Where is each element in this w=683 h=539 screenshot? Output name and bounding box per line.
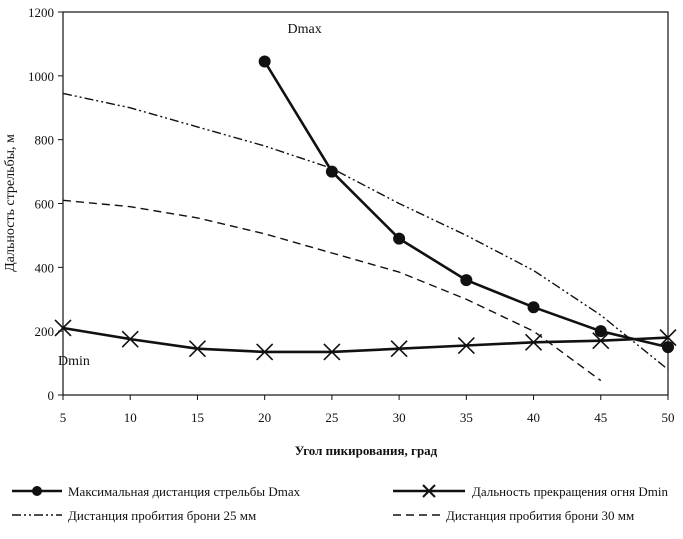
legend-label-armor25: Дистанция пробития брони 25 мм: [68, 508, 256, 523]
annotation-dmax: Dmax: [288, 22, 322, 37]
x-tick-label: 50: [662, 410, 675, 425]
series-line-1: [62, 326, 669, 354]
y-tick-label: 800: [35, 133, 55, 148]
annotation-dmin: Dmin: [58, 354, 90, 369]
legend-label-dmin: Дальность прекращения огня Dmin: [472, 484, 668, 499]
data-point-dmax: [594, 325, 607, 338]
x-tick-label: 35: [460, 410, 473, 425]
data-point-dmax: [393, 232, 406, 245]
legend-marker-dmax: [32, 486, 42, 496]
y-axis-label: Дальность стрельбы, м: [3, 134, 18, 272]
legend-marker-dmin: [422, 484, 436, 498]
legend-item-dmin: Дальность прекращения огня Dmin: [393, 484, 668, 499]
legend-label-dmax: Максимальная дистанция стрельбы Dmax: [68, 484, 301, 499]
y-tick-label: 1200: [28, 5, 54, 20]
x-axis-label: Угол пикирования, град: [295, 443, 438, 458]
data-point-dmin: [592, 332, 610, 350]
legend-label-armor30: Дистанция пробития брони 30 мм: [446, 508, 634, 523]
y-tick-label: 400: [35, 260, 55, 275]
data-point-dmax: [662, 341, 674, 354]
series-line-2: [62, 92, 669, 371]
series-marks: [54, 55, 677, 382]
data-point-dmin: [524, 333, 543, 351]
data-point-dmin: [188, 340, 207, 358]
legend: Максимальная дистанция стрельбы Dmax Дал…: [12, 484, 668, 523]
data-point-dmax: [325, 165, 338, 178]
x-tick-label: 5: [60, 410, 67, 425]
series-line-0: [263, 60, 669, 349]
data-point-dmin: [457, 336, 475, 355]
series-line-3: [62, 199, 602, 382]
x-tick-label: 10: [124, 410, 137, 425]
tick-labels: 5 10 15 20 25 30 35 40 45 50 0 200 400 600 800 1000 1200: [28, 5, 675, 425]
data-point-dmax: [527, 301, 540, 314]
data-point-dmax: [460, 274, 473, 287]
y-tick-label: 1000: [28, 69, 54, 84]
x-tick-label: 40: [527, 410, 540, 425]
y-tick-label: 200: [35, 324, 55, 339]
x-tick-label: 30: [393, 410, 406, 425]
data-point-dmin: [121, 330, 139, 348]
x-tick-label: 15: [191, 410, 204, 425]
data-point-dmin: [659, 328, 677, 347]
data-point-dmax: [258, 55, 271, 68]
data-point-dmin: [390, 340, 408, 358]
x-tick-label: 20: [258, 410, 271, 425]
legend-item-armor25: Дистанция пробития брони 25 мм: [12, 508, 256, 523]
legend-item-dmax: Максимальная дистанция стрельбы Dmax: [12, 484, 301, 499]
data-point-dmin: [54, 319, 72, 337]
data-point-dmin: [323, 343, 341, 361]
y-tick-label: 600: [35, 197, 55, 212]
x-tick-label: 25: [325, 410, 338, 425]
x-tick-label: 45: [594, 410, 607, 425]
legend-item-armor30: Дистанция пробития брони 30 мм: [393, 508, 634, 523]
data-point-dmin: [256, 343, 274, 361]
y-tick-label: 0: [48, 388, 55, 403]
